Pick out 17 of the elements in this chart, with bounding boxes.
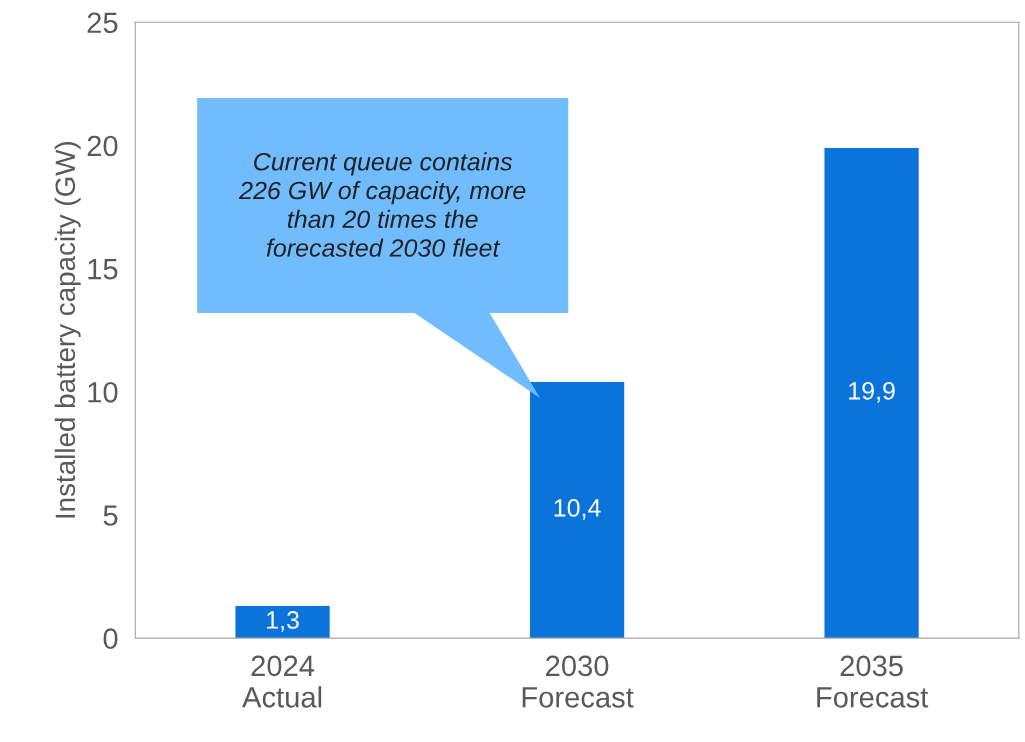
data-label: 19,9	[849, 382, 895, 403]
y-axis-title: Installed battery capacity (GW)	[54, 142, 81, 518]
y-tick-label: 15	[88, 259, 118, 280]
bar	[235, 606, 330, 639]
y-tick-label: 25	[87, 12, 118, 34]
y-tick-label: 20	[87, 135, 118, 157]
bar	[824, 147, 919, 639]
y-tick-label: 0	[103, 628, 118, 649]
data-label: 10,4	[554, 499, 601, 520]
annotation: Current queue contains 226 GW of capacity, more than 20 times the forecasted 2030 fleet	[238, 152, 526, 257]
y-tick-label: 5	[103, 505, 118, 526]
data-label: 1,3	[267, 611, 299, 632]
x-tick-label: 2035 Forecast	[817, 655, 929, 708]
bar	[529, 381, 625, 639]
x-tick-label: 2024 Actual	[242, 655, 322, 708]
x-tick-label: 2030 Forecast	[522, 655, 634, 708]
y-tick-label: 10	[88, 381, 118, 403]
